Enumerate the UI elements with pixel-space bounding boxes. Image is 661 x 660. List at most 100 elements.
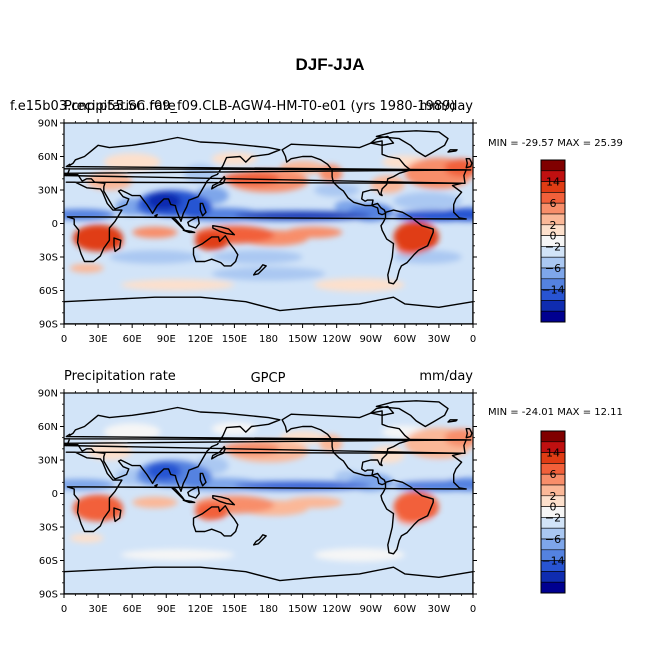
anomaly-contour-negative <box>177 465 212 488</box>
lon-tick-label: 180 <box>259 334 278 345</box>
lon-tick-label: 120W <box>322 334 351 345</box>
lon-tick-label: 60E <box>123 334 142 345</box>
coastline <box>171 487 186 501</box>
anomaly-contour-positive <box>370 445 405 464</box>
lon-tick-label: 60W <box>394 604 417 615</box>
coastline <box>154 213 158 218</box>
anomaly-contour-negative <box>393 462 462 481</box>
lat-tick-label: 30S <box>39 253 58 264</box>
panel-left-label: f.e15b03.cnp.p55.SC.f09_f09.CLB-AGW4-HM-… <box>10 99 455 114</box>
lon-tick-label: 120E <box>188 334 213 345</box>
lat-tick-label: 90N <box>38 119 58 130</box>
colorbar: 14 6 20−2 −6 −14 <box>540 159 566 323</box>
colorbar-swatch <box>540 300 566 312</box>
anomaly-contour-positive <box>69 533 104 543</box>
panel-min-max-stats: MIN = -29.57 MAX = 25.39 <box>488 138 623 149</box>
panel-left-label-overlap: Precipitation rate <box>64 99 176 114</box>
anomaly-contour-positive <box>194 232 229 251</box>
colorbar-label: 0 <box>550 501 557 514</box>
coastline <box>199 202 207 217</box>
anomaly-contour-positive <box>314 548 405 562</box>
colorbar-label: 14 <box>546 176 560 189</box>
lon-tick-label: 90E <box>157 334 176 345</box>
colorbar-swatch <box>540 571 566 583</box>
anomaly-contour-positive <box>132 226 178 238</box>
colorbar-swatch <box>540 581 566 594</box>
anomaly-contour-negative <box>211 250 303 264</box>
anomaly-contour-negative <box>314 453 360 467</box>
coastline <box>370 135 395 147</box>
lat-tick-label: 30S <box>39 523 58 534</box>
anomaly-contour-negative <box>177 195 212 218</box>
lon-tick-label: 150W <box>288 334 317 345</box>
anomaly-contour-negative <box>147 192 181 211</box>
coastline <box>182 499 196 504</box>
anomaly-contour-positive <box>285 226 343 238</box>
anomaly-field <box>64 152 473 292</box>
anomaly-contour-positive <box>194 502 229 521</box>
colorbar-label: −6 <box>545 262 561 275</box>
figure-title: DJF-JJA <box>296 55 365 74</box>
coastline <box>210 445 227 460</box>
lat-tick-label: 90S <box>39 320 58 331</box>
colorbar-label: 14 <box>546 447 560 460</box>
coastline <box>281 140 412 216</box>
colorbar-label: 6 <box>550 468 557 481</box>
coastline <box>113 507 122 523</box>
lon-tick-label: 120E <box>188 604 213 615</box>
coastline <box>465 157 473 169</box>
anomaly-contour-negative <box>211 520 303 534</box>
coastline <box>182 229 196 234</box>
anomaly-contour-negative <box>393 192 462 211</box>
lat-tick-label: 0 <box>52 489 58 500</box>
lon-tick-label: 150W <box>288 604 317 615</box>
coastline <box>64 406 472 492</box>
colorbar-label: −6 <box>545 533 561 546</box>
anomaly-contour-positive <box>120 549 235 561</box>
lon-tick-label: 120W <box>322 604 351 615</box>
coastline <box>252 534 267 546</box>
coastline <box>64 136 472 223</box>
lat-tick-label: 0 <box>52 219 58 230</box>
coastline <box>199 472 207 487</box>
lon-tick-label: 0 <box>470 604 476 615</box>
coastline <box>375 400 449 428</box>
lon-tick-label: 0 <box>61 604 67 615</box>
anomaly-contour-positive <box>314 278 405 292</box>
panel-min-max-stats: MIN = -24.01 MAX = 12.11 <box>488 407 623 418</box>
coastline <box>64 296 473 324</box>
lon-tick-label: 60E <box>123 604 142 615</box>
lon-tick-label: 150E <box>222 604 247 615</box>
coastline <box>192 505 239 537</box>
colorbar-swatch <box>540 159 566 172</box>
anomaly-contour-negative <box>147 462 181 481</box>
coastline <box>447 419 458 423</box>
lat-tick-label: 90N <box>38 389 58 400</box>
panel-center-label: GPCP <box>251 371 286 386</box>
panel-gpcp: Precipitation rate GPCP mm/day MIN = -24… <box>38 369 623 615</box>
panel-model: f.e15b03.cnp.p55.SC.f09_f09.CLB-AGW4-HM-… <box>10 99 623 345</box>
coastline <box>370 405 395 416</box>
anomaly-contour-negative <box>211 267 326 281</box>
coastline <box>113 237 122 253</box>
coastline <box>465 428 473 439</box>
coastline <box>65 181 467 263</box>
map-field-model <box>64 123 473 324</box>
coastline <box>380 479 434 555</box>
anomaly-contour-positive <box>73 224 124 252</box>
colorbar-label: −2 <box>545 511 561 524</box>
lon-tick-label: 150E <box>222 334 247 345</box>
lon-tick-label: 90W <box>359 604 382 615</box>
anomaly-contour-positive <box>370 175 405 194</box>
anomaly-contour-positive <box>211 422 258 436</box>
lon-tick-label: 90E <box>157 604 176 615</box>
lon-tick-label: 180 <box>259 604 278 615</box>
lat-tick-label: 30N <box>38 186 58 197</box>
coastline <box>212 224 236 236</box>
colorbar-frame <box>540 430 566 594</box>
coastline <box>65 451 467 533</box>
coastline <box>212 495 236 506</box>
